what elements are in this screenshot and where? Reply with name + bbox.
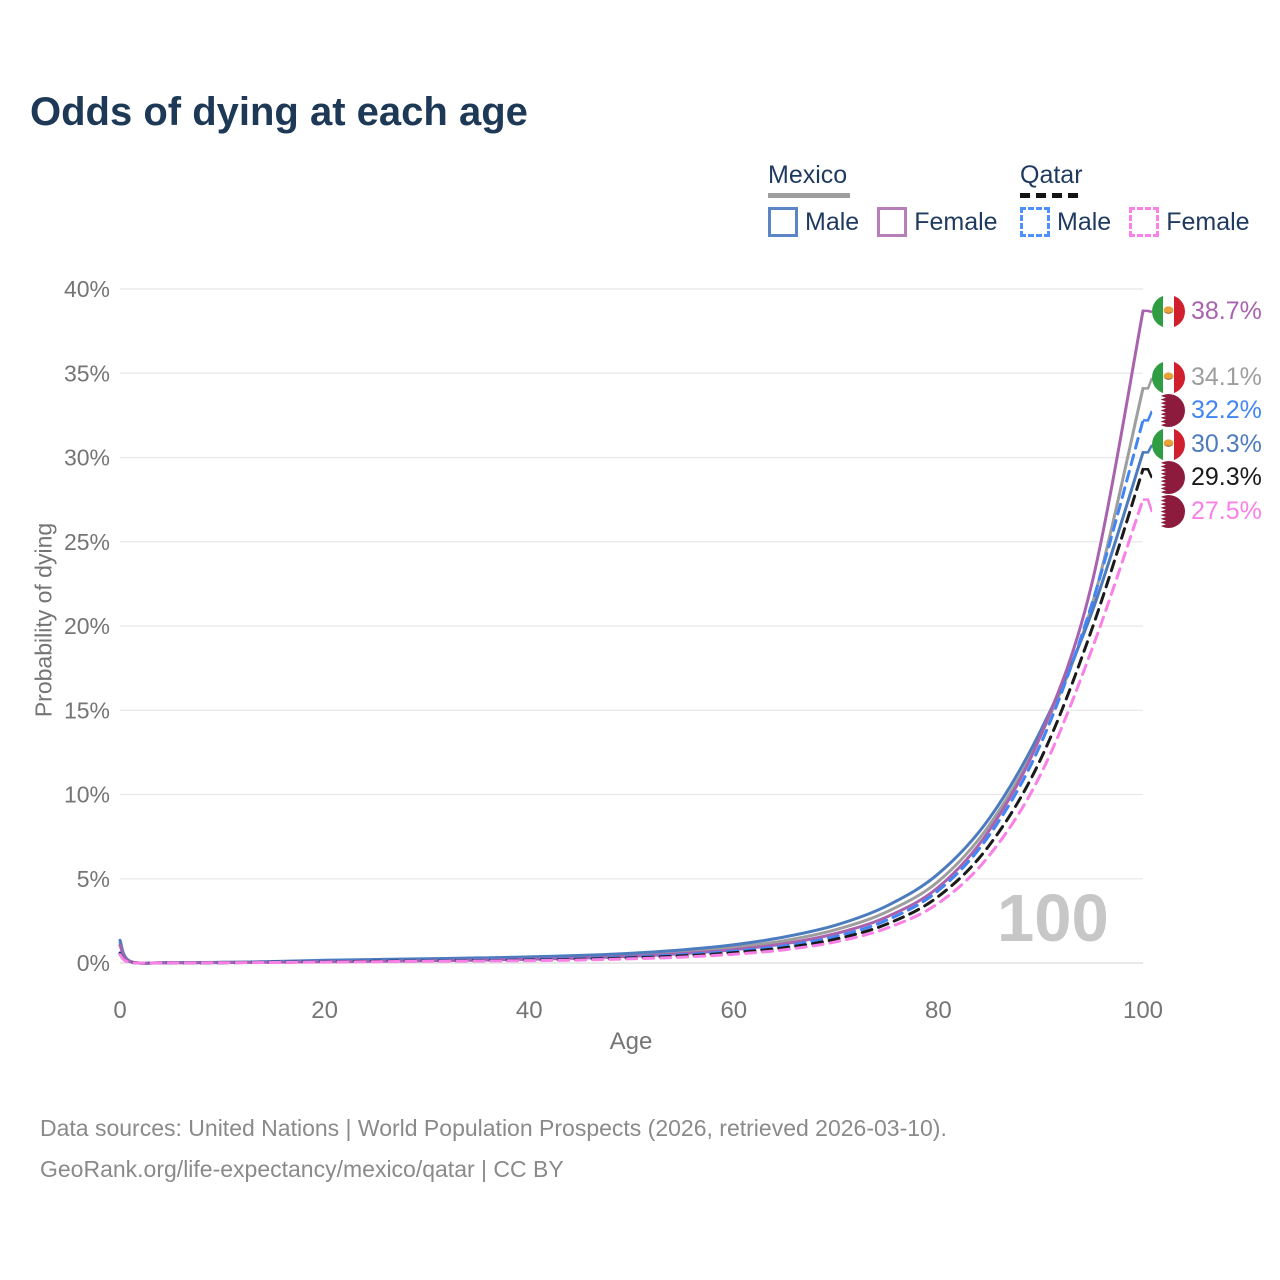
legend-label-qatar-female[interactable]: Female	[1166, 207, 1250, 236]
end-label-connector-qatar-male	[1143, 410, 1154, 422]
legend-label-mexico-male[interactable]: Male	[805, 207, 860, 236]
flag-icon-qatar	[1152, 461, 1185, 494]
y-tick-label-10: 10%	[64, 782, 110, 808]
series-line-mexico-both-sexes	[118, 386, 1145, 965]
footer-data-sources: Data sources: United Nations | World Pop…	[40, 1115, 947, 1141]
flag-icon-mexico	[1152, 428, 1185, 461]
checkbox-qatar-male[interactable]	[1020, 207, 1050, 237]
flag-icon-qatar	[1152, 495, 1185, 528]
y-tick-label-25: 25%	[64, 529, 110, 555]
end-label-connector-mexico-both-sexes	[1143, 377, 1154, 390]
legend-toggle-qatar-female[interactable]: Female	[1129, 207, 1250, 237]
legend-toggle-mexico-male[interactable]: Male	[768, 207, 859, 237]
legend-toggle-mexico-female[interactable]: Female	[877, 207, 998, 237]
y-tick-label-30: 30%	[64, 445, 110, 471]
x-tick-label-0: 0	[113, 997, 126, 1024]
x-tick-label-40: 40	[516, 997, 543, 1024]
end-label-value: 38.7%	[1191, 297, 1262, 325]
y-tick-label-0: 0%	[77, 950, 110, 976]
checkbox-qatar-female[interactable]	[1129, 207, 1160, 237]
end-label-row-mexico-female: 38.7%	[1152, 295, 1262, 328]
end-label-value: 29.3%	[1191, 463, 1262, 491]
y-tick-label-20: 20%	[64, 613, 110, 639]
end-label-row-qatar-both-sexes: 29.3%	[1152, 461, 1262, 494]
y-tick-label-40: 40%	[64, 276, 110, 302]
y-tick-label-15: 15%	[64, 697, 110, 723]
legend-label-mexico-female[interactable]: Female	[914, 207, 998, 236]
end-label-connector-mexico-male	[1143, 444, 1154, 454]
end-label-value: 34.1%	[1191, 363, 1262, 391]
end-label-row-mexico-male: 30.3%	[1152, 428, 1262, 461]
series-line-mexico-male	[118, 450, 1145, 965]
end-label-connector-qatar-female	[1143, 498, 1154, 513]
end-label-row-mexico-both-sexes: 34.1%	[1152, 361, 1262, 394]
page-title: Odds of dying at each age	[30, 90, 528, 134]
series-line-qatar-female	[118, 498, 1145, 965]
legend-mexico-title: Mexico	[768, 161, 848, 189]
series-line-mexico-female	[118, 309, 1145, 965]
x-tick-label-20: 20	[311, 997, 338, 1024]
end-label-connector-qatar-both-sexes	[1143, 468, 1154, 479]
end-label-value: 30.3%	[1191, 430, 1262, 458]
series-line-qatar-both-sexes	[118, 467, 1145, 965]
series-line-qatar-male	[118, 418, 1145, 965]
legend-qatar-line-swatch	[1020, 193, 1084, 198]
x-tick-label-60: 60	[720, 997, 747, 1024]
flag-icon-qatar	[1152, 394, 1185, 427]
y-tick-label-5: 5%	[77, 866, 110, 892]
legend-mexico-row: Male Female	[768, 207, 998, 237]
flag-icon-mexico	[1152, 295, 1185, 328]
x-tick-label-100: 100	[1123, 997, 1163, 1024]
y-axis-title: Probability of dying	[30, 522, 57, 718]
end-label-row-qatar-female: 27.5%	[1152, 495, 1262, 528]
end-label-row-qatar-male: 32.2%	[1152, 394, 1262, 427]
checkbox-mexico-male[interactable]	[768, 207, 798, 237]
y-tick-label-35: 35%	[64, 360, 110, 386]
legend-qatar-row: Male Female	[1020, 207, 1250, 237]
legend-qatar-title: Qatar	[1020, 161, 1083, 189]
x-tick-label-80: 80	[925, 997, 952, 1024]
end-label-value: 32.2%	[1191, 396, 1262, 424]
footer-attribution: GeoRank.org/life-expectancy/mexico/qatar…	[40, 1156, 564, 1182]
legend-toggle-qatar-male[interactable]: Male	[1020, 207, 1111, 237]
legend-label-qatar-male[interactable]: Male	[1057, 207, 1112, 236]
x-axis-title: Age	[609, 1028, 653, 1055]
end-label-value: 27.5%	[1191, 497, 1262, 525]
legend-group-qatar: Qatar Male Female	[1020, 161, 1250, 237]
legend-group-mexico: Mexico Male Female	[768, 161, 998, 237]
checkbox-mexico-female[interactable]	[877, 207, 908, 237]
end-label-connector-mexico-female	[1143, 309, 1153, 314]
age-counter-watermark: 100	[997, 881, 1109, 956]
footer: Data sources: United Nations | World Pop…	[40, 1108, 947, 1190]
flag-icon-mexico	[1152, 361, 1185, 394]
legend-mexico-line-swatch	[768, 193, 850, 198]
